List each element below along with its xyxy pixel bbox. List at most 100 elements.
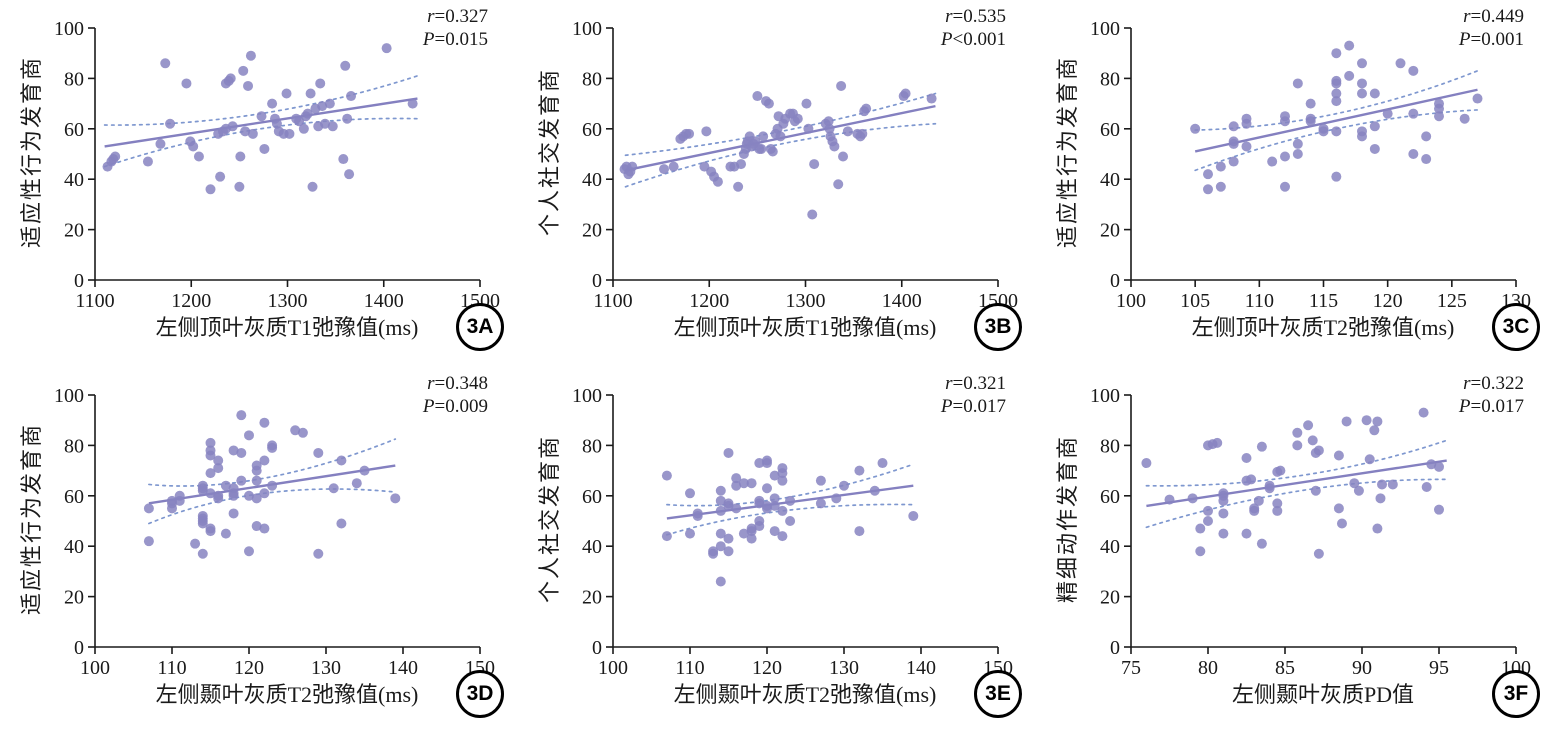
data-point bbox=[1357, 78, 1367, 89]
data-point bbox=[1349, 478, 1360, 489]
p-value: P=0.017 bbox=[1458, 396, 1524, 417]
svg-text:60: 60 bbox=[582, 119, 602, 141]
p-value: P<0.001 bbox=[940, 29, 1006, 50]
x-axis-title: 左侧顶叶灰质T1弛豫值(ms) bbox=[155, 315, 419, 340]
svg-text:115: 115 bbox=[1309, 290, 1338, 312]
data-point bbox=[236, 447, 247, 458]
fit-line bbox=[1194, 88, 1478, 153]
data-point bbox=[1305, 116, 1316, 127]
data-point bbox=[785, 516, 796, 526]
data-point bbox=[344, 169, 355, 180]
correlation-stats: r=0.535 P<0.001 bbox=[941, 5, 1006, 51]
data-point bbox=[754, 498, 765, 509]
data-point bbox=[1331, 48, 1342, 59]
data-point bbox=[823, 116, 834, 127]
data-point bbox=[1272, 505, 1283, 516]
data-point bbox=[731, 480, 742, 491]
data-point bbox=[225, 73, 236, 84]
panel-label-badge: 3D bbox=[456, 670, 504, 718]
svg-text:20: 20 bbox=[582, 587, 602, 609]
ci-band-upper bbox=[148, 438, 397, 487]
data-point bbox=[188, 141, 199, 152]
data-point bbox=[220, 528, 231, 539]
data-point bbox=[1292, 440, 1303, 451]
ci-band-lower bbox=[1145, 478, 1448, 529]
ci-band-lower bbox=[148, 488, 397, 525]
data-point bbox=[240, 126, 251, 137]
data-point bbox=[327, 121, 338, 132]
svg-text:1400: 1400 bbox=[364, 290, 404, 312]
p-value: P=0.009 bbox=[422, 396, 488, 417]
svg-text:100: 100 bbox=[1116, 290, 1146, 312]
data-point bbox=[1421, 131, 1432, 142]
p-value: P=0.017 bbox=[940, 396, 1006, 417]
data-point bbox=[251, 475, 262, 486]
data-point bbox=[1434, 103, 1444, 114]
svg-text:140: 140 bbox=[388, 657, 418, 679]
data-point bbox=[685, 528, 695, 539]
data-point bbox=[803, 123, 814, 134]
data-point bbox=[251, 465, 262, 476]
data-point bbox=[1472, 93, 1483, 104]
y-axis-title: 个人社交发育商 bbox=[537, 67, 562, 237]
data-point bbox=[752, 91, 763, 102]
data-point bbox=[1246, 474, 1257, 485]
svg-text:75: 75 bbox=[1121, 657, 1141, 679]
data-point bbox=[839, 480, 849, 491]
data-points bbox=[661, 447, 919, 587]
data-point bbox=[715, 495, 726, 506]
data-point bbox=[1333, 503, 1344, 514]
data-points bbox=[1141, 407, 1444, 559]
data-point bbox=[315, 78, 326, 89]
panel-3b: 0 20 40 60 80 100 1100 1200 1300 1400 1500 个人社交发育商… bbox=[518, 0, 1036, 367]
y-axis-title: 精细动作发育商 bbox=[1055, 434, 1080, 604]
data-point bbox=[1361, 415, 1372, 426]
data-point bbox=[193, 151, 204, 162]
axes bbox=[1130, 395, 1516, 648]
data-point bbox=[758, 131, 769, 142]
data-point bbox=[1353, 485, 1364, 496]
data-point bbox=[1418, 407, 1429, 418]
svg-text:1100: 1100 bbox=[75, 290, 114, 312]
axes bbox=[612, 28, 998, 281]
data-point bbox=[659, 164, 670, 175]
data-point bbox=[708, 546, 719, 557]
data-point bbox=[824, 123, 835, 134]
svg-text:100: 100 bbox=[54, 385, 84, 407]
r-value: r=0.348 bbox=[427, 373, 488, 394]
data-point bbox=[197, 485, 208, 496]
data-point bbox=[244, 430, 254, 441]
y-axis-title: 适应性行为发育商 bbox=[19, 422, 44, 616]
data-point bbox=[661, 531, 672, 542]
data-point bbox=[1212, 437, 1223, 448]
data-point bbox=[685, 488, 695, 499]
data-point bbox=[342, 113, 353, 124]
data-point bbox=[762, 503, 772, 514]
data-point bbox=[769, 526, 780, 537]
svg-text:100: 100 bbox=[598, 657, 628, 679]
data-point bbox=[205, 184, 216, 195]
data-point bbox=[1241, 528, 1252, 539]
data-point bbox=[1203, 184, 1213, 195]
data-point bbox=[165, 118, 176, 129]
data-point bbox=[167, 498, 177, 509]
data-point bbox=[746, 526, 757, 537]
data-point bbox=[1318, 126, 1329, 137]
data-point bbox=[234, 181, 245, 192]
data-point bbox=[833, 179, 844, 190]
data-point bbox=[251, 521, 262, 532]
data-point bbox=[815, 498, 826, 509]
x-axis-ticks: 100 105 110 115 120 125 130 bbox=[1116, 280, 1531, 312]
x-axis-ticks: 100 110 120 130 140 150 bbox=[598, 647, 1013, 679]
x-axis-title: 左侧顶叶灰质T1弛豫值(ms) bbox=[673, 315, 937, 340]
data-point bbox=[245, 50, 256, 61]
x-axis-title: 左侧顶叶灰质T2弛豫值(ms) bbox=[1191, 315, 1455, 340]
svg-text:20: 20 bbox=[64, 220, 84, 242]
data-point bbox=[1459, 113, 1470, 124]
data-point bbox=[1331, 88, 1342, 99]
data-point bbox=[351, 478, 362, 489]
data-point bbox=[1228, 138, 1239, 149]
data-point bbox=[390, 493, 401, 504]
data-point bbox=[877, 458, 888, 469]
